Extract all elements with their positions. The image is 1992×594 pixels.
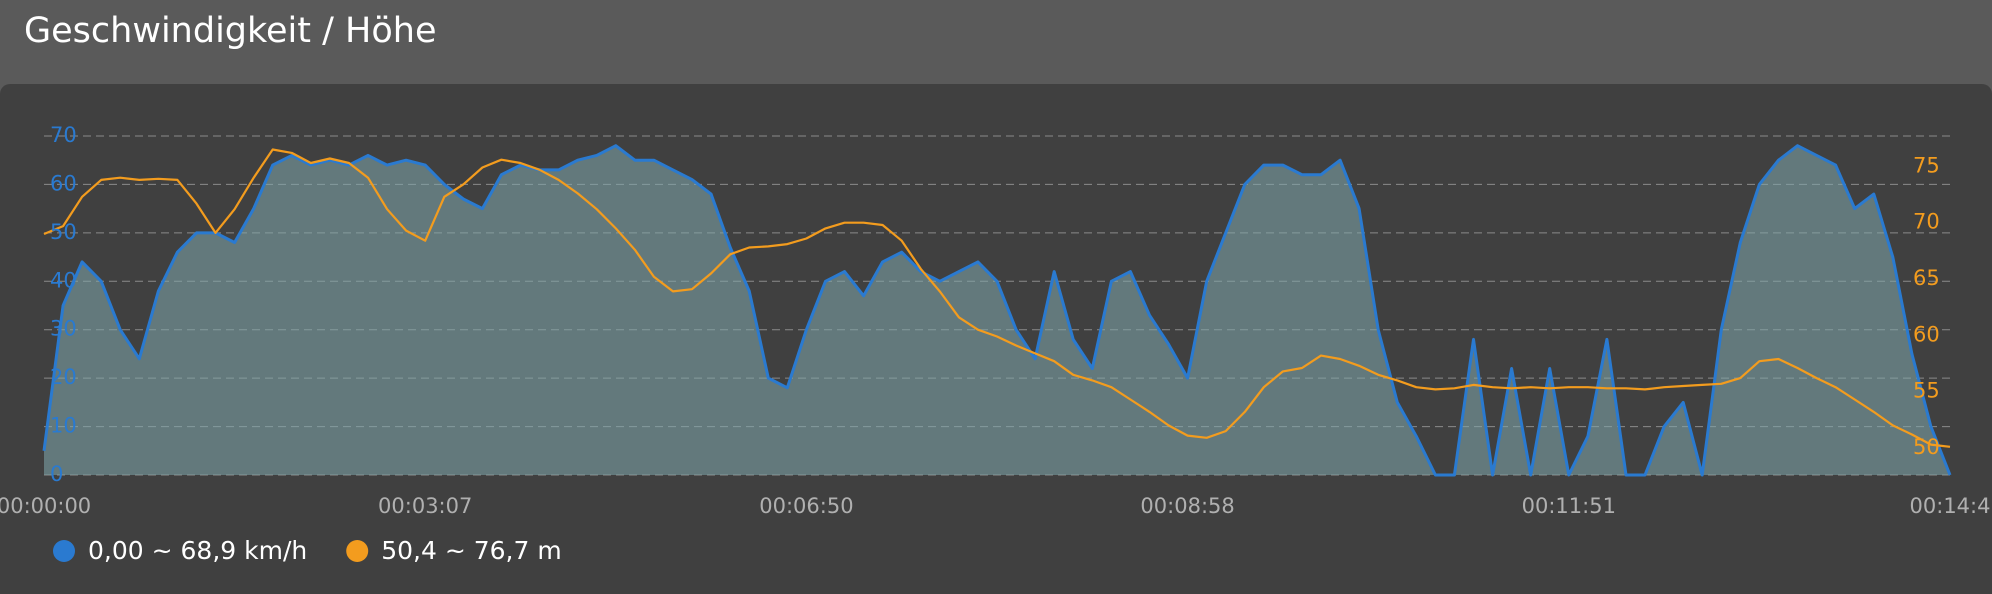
y-tick-label: 10 <box>50 414 77 438</box>
y2-tick-label: 75 <box>1913 153 1940 177</box>
x-tick-label: 00:14:4 <box>1910 494 1991 518</box>
y2-tick-label: 60 <box>1913 322 1940 346</box>
y2-tick-label: 55 <box>1913 379 1940 403</box>
y2-tick-label: 65 <box>1913 266 1940 290</box>
y-tick-label: 60 <box>50 171 77 195</box>
y-tick-label: 20 <box>50 365 77 389</box>
legend-marker <box>53 540 75 562</box>
chart-title: Geschwindigkeit / Höhe <box>24 11 437 51</box>
y-tick-label: 50 <box>50 220 77 244</box>
y2-tick-label: 50 <box>1913 435 1940 459</box>
legend-label: 50,4 ~ 76,7 m <box>381 536 561 565</box>
series-line <box>43 148 1951 448</box>
header <box>0 0 1992 84</box>
legend-marker <box>346 540 369 562</box>
x-tick-label: 00:11:51 <box>1522 494 1616 518</box>
series-line <box>42 144 1952 477</box>
y-tick-label: 0 <box>50 462 63 486</box>
x-tick-label: 00:08:58 <box>1140 494 1234 518</box>
y2-tick-label: 70 <box>1913 210 1940 234</box>
legend-label: 0,00 ~ 68,9 km/h <box>88 536 307 565</box>
x-tick-label: 00:03:07 <box>378 494 472 518</box>
y-tick-label: 40 <box>50 268 77 292</box>
x-tick-label: 00:06:50 <box>759 494 853 518</box>
y-tick-label: 30 <box>50 317 77 341</box>
area <box>44 145 1950 475</box>
y-tick-label: 70 <box>50 123 77 147</box>
x-tick-label: 00:00:00 <box>0 494 91 518</box>
